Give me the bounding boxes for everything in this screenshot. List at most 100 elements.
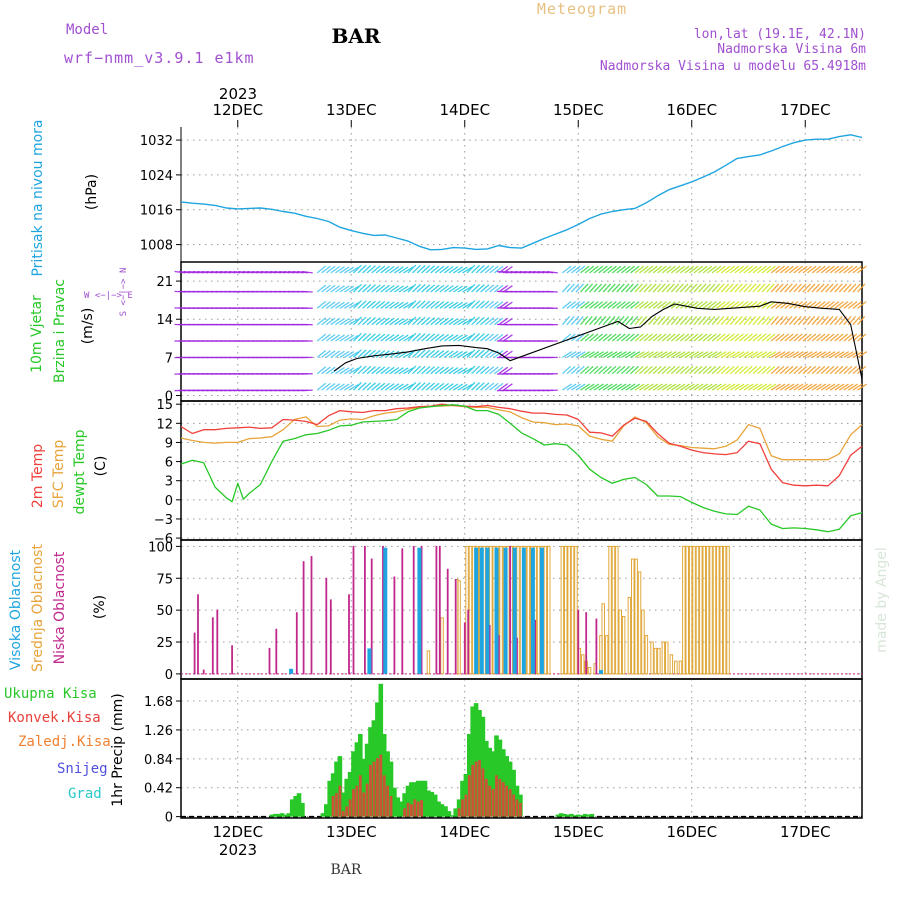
cloud-mid-bar	[726, 545, 730, 675]
ytick-label: 6	[165, 456, 173, 471]
wind-arrow	[498, 317, 509, 326]
precip-total-bar	[589, 813, 595, 817]
precip-total-bar	[415, 780, 421, 817]
wind-arrow	[734, 351, 745, 358]
wind-arrow	[357, 333, 367, 342]
wind-arrow	[602, 365, 612, 375]
wind-arrow	[666, 265, 676, 274]
wind-arrow	[611, 301, 622, 309]
ytick-label: −3	[154, 513, 173, 528]
precip-conv-bar	[519, 802, 522, 817]
wind-arrow	[575, 301, 585, 309]
cloud-high-bar	[289, 668, 294, 674]
wind-arrow	[734, 333, 744, 342]
wind-arrow	[353, 283, 362, 293]
wind-arrow	[412, 349, 421, 358]
wind-arrow	[652, 301, 663, 309]
wind-arrow	[807, 265, 817, 274]
wind-arrow	[634, 365, 644, 375]
wind-arrow	[362, 284, 372, 293]
top-xtick-label: 12DEC	[212, 101, 263, 119]
wind-arrow	[634, 351, 645, 358]
wind-arrow	[784, 315, 793, 326]
wind-arrow	[761, 333, 771, 342]
wind-arrow	[575, 315, 584, 326]
wind-arrow	[820, 351, 831, 358]
wind-arrow	[375, 382, 386, 391]
wind-arrow	[725, 365, 735, 375]
wind-arrow	[561, 315, 571, 326]
wind-arrow	[330, 285, 341, 293]
precip-total-bar	[293, 796, 298, 817]
precip-conv-bar	[362, 792, 366, 817]
wind-arrow	[843, 265, 853, 274]
wind-arrow	[339, 383, 350, 391]
wind-arrow	[348, 266, 359, 274]
wind-arrow	[398, 383, 409, 391]
wind-arrow	[702, 315, 711, 326]
precip-conv-bar	[386, 785, 389, 817]
wind-arrow	[825, 365, 835, 375]
ytick-label: 0.84	[144, 753, 173, 768]
wind-arrow	[666, 365, 676, 375]
wind-arrow	[575, 365, 585, 375]
wind-arrow	[325, 284, 336, 293]
wind-arrow	[484, 366, 495, 375]
cloud-mid-bar	[499, 545, 503, 675]
wind-arrow	[607, 301, 617, 309]
wind-arrow	[607, 315, 616, 326]
wind-arrow	[493, 301, 504, 309]
wind-arrow	[316, 349, 327, 358]
wind-arrow	[643, 383, 654, 391]
wind-arrow	[752, 365, 762, 375]
cloud-mid-bar	[426, 650, 431, 675]
wind-arrow	[748, 283, 757, 293]
wind-arrow	[489, 265, 499, 274]
wind-arrow	[670, 383, 681, 391]
wind-arrow	[589, 301, 599, 309]
wind-arrow	[720, 383, 731, 391]
wind-arrow	[453, 383, 463, 391]
cloud-mid-bar	[560, 545, 565, 675]
wind-arrow	[734, 265, 744, 274]
precip-conv-bar	[512, 794, 515, 817]
wind-arrow	[480, 317, 490, 326]
wind-arrow	[301, 290, 313, 293]
wind-arrow	[811, 351, 822, 358]
wind-arrow	[443, 334, 454, 342]
wind-arrow	[493, 284, 504, 293]
wind-arrow	[412, 283, 421, 293]
wind-arrow	[580, 301, 590, 309]
wind-arrow	[371, 382, 381, 391]
wind-arrow	[739, 383, 749, 391]
wind-arrow	[625, 383, 636, 391]
wind-arrow	[670, 351, 682, 358]
wind-arrow	[802, 283, 811, 293]
top-date-axis: 2023 12DEC 13DEC 14DEC 15DEC 16DEC 17DEC	[212, 85, 831, 127]
wind-arrow	[425, 284, 436, 293]
ytick-label: 100	[148, 540, 173, 555]
wind-arrow	[566, 265, 576, 274]
wind-arrow	[502, 301, 513, 309]
wind-arrow	[698, 351, 709, 358]
precip-legend-conv: Konvek.Kisa	[8, 710, 101, 726]
wind-arrow	[639, 365, 649, 375]
wind-arrow	[689, 265, 699, 274]
wind-arrow	[616, 365, 626, 375]
wind-arrow	[489, 284, 499, 293]
wind-arrow	[739, 265, 749, 274]
wind-arrow	[335, 367, 345, 375]
wind-arrow	[725, 315, 734, 326]
wind-arrow	[584, 301, 595, 309]
wind-arrow	[698, 365, 708, 375]
precip-conv-bar	[355, 785, 359, 817]
wind-arrow	[798, 265, 808, 274]
wind-arrow	[852, 315, 861, 326]
ytick-label: 1008	[140, 239, 173, 254]
panel-frame	[180, 678, 863, 819]
wind-arrow	[471, 284, 481, 293]
wind-arrow	[838, 265, 849, 274]
cloud-mid-bar	[621, 616, 626, 675]
wind-arrow	[471, 316, 481, 326]
wind-arrow	[625, 265, 635, 274]
